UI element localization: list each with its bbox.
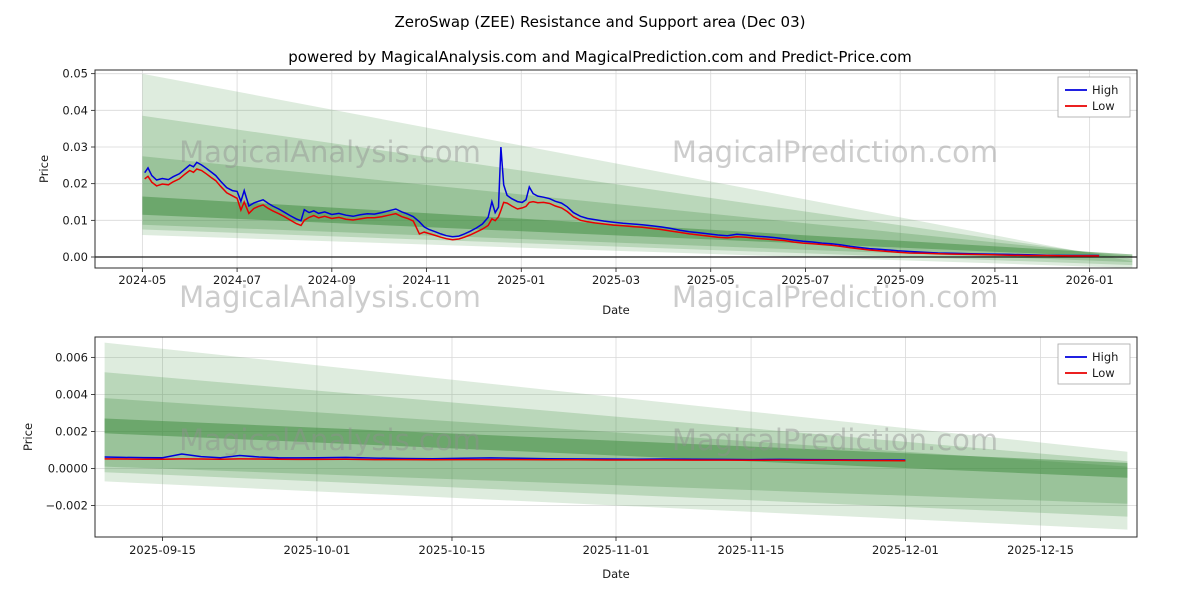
x-tick-label: 2025-05: [687, 273, 735, 287]
price-chart-recent: −0.002 0.0000 0.002 0.004 0.006 2025-09-15 202…: [21, 336, 1138, 581]
high-line: [144, 146, 1100, 257]
x-tick-label: 2025-09: [876, 273, 924, 287]
y-axis-label: Price: [37, 155, 51, 183]
legend: High Low: [1057, 76, 1131, 118]
support-resistance-bands: [104, 342, 1128, 530]
y-tick-label: 0.0000: [48, 461, 88, 475]
x-tick-label: 2025-12-15: [1007, 543, 1074, 557]
legend-label: Low: [1092, 366, 1115, 380]
legend-label: High: [1092, 83, 1118, 97]
y-tick-label: 0.04: [62, 103, 88, 117]
x-tick-label: 2025-10-01: [283, 543, 350, 557]
y-axis-label: Price: [21, 423, 35, 451]
y-tick-label: 0.05: [62, 67, 88, 81]
x-tick-label: 2025-07: [781, 273, 829, 287]
x-axis-label: Date: [602, 303, 630, 317]
x-tick-label: 2025-01: [497, 273, 545, 287]
legend: High Low: [1057, 343, 1131, 385]
x-tick-label: 2025-12-01: [872, 543, 939, 557]
y-tick-label: 0.01: [62, 213, 88, 227]
legend-label: Low: [1092, 99, 1115, 113]
axes: −0.002 0.0000 0.002 0.004 0.006 2025-09-15 202…: [45, 350, 1074, 557]
band: [142, 156, 1133, 263]
page-subtitle: powered by MagicalAnalysis.com and Magic…: [288, 48, 912, 66]
x-tick-label: 2024-09: [308, 273, 356, 287]
price-chart-overview: 0.00 0.01 0.02 0.03 0.04 0.05 2024-05 2024-07 20…: [37, 67, 1138, 317]
x-tick-label: 2024-05: [118, 273, 166, 287]
y-tick-label: 0.02: [62, 177, 88, 191]
axes: 0.00 0.01 0.02 0.03 0.04 0.05 2024-05 2024-07 20…: [62, 67, 1113, 287]
y-tick-label: 0.002: [55, 424, 88, 438]
plot-border: [94, 336, 1138, 538]
plot-border: [94, 69, 1138, 269]
x-tick-label: 2026-01: [1066, 273, 1114, 287]
y-tick-label: 0.00: [62, 250, 88, 264]
legend-label: High: [1092, 350, 1118, 364]
x-tick-label: 2025-09-15: [129, 543, 196, 557]
y-tick-label: −0.002: [45, 499, 88, 513]
band: [104, 342, 1128, 530]
x-tick-label: 2025-03: [592, 273, 640, 287]
y-tick-label: 0.006: [55, 350, 88, 364]
band: [104, 418, 1128, 478]
y-tick-label: 0.004: [55, 387, 88, 401]
x-tick-label: 2025-10-15: [419, 543, 486, 557]
x-tick-label: 2024-07: [213, 273, 261, 287]
x-tick-label: 2025-11-15: [718, 543, 785, 557]
page-title: ZeroSwap (ZEE) Resistance and Support ar…: [394, 13, 806, 31]
grid: [95, 70, 1137, 268]
x-tick-label: 2025-11: [971, 273, 1019, 287]
x-tick-label: 2024-11: [403, 273, 451, 287]
x-tick-label: 2025-11-01: [583, 543, 650, 557]
low-line: [104, 458, 906, 462]
band: [142, 115, 1133, 266]
x-axis-label: Date: [602, 567, 630, 581]
y-tick-label: 0.03: [62, 140, 88, 154]
low-line: [144, 168, 1100, 257]
